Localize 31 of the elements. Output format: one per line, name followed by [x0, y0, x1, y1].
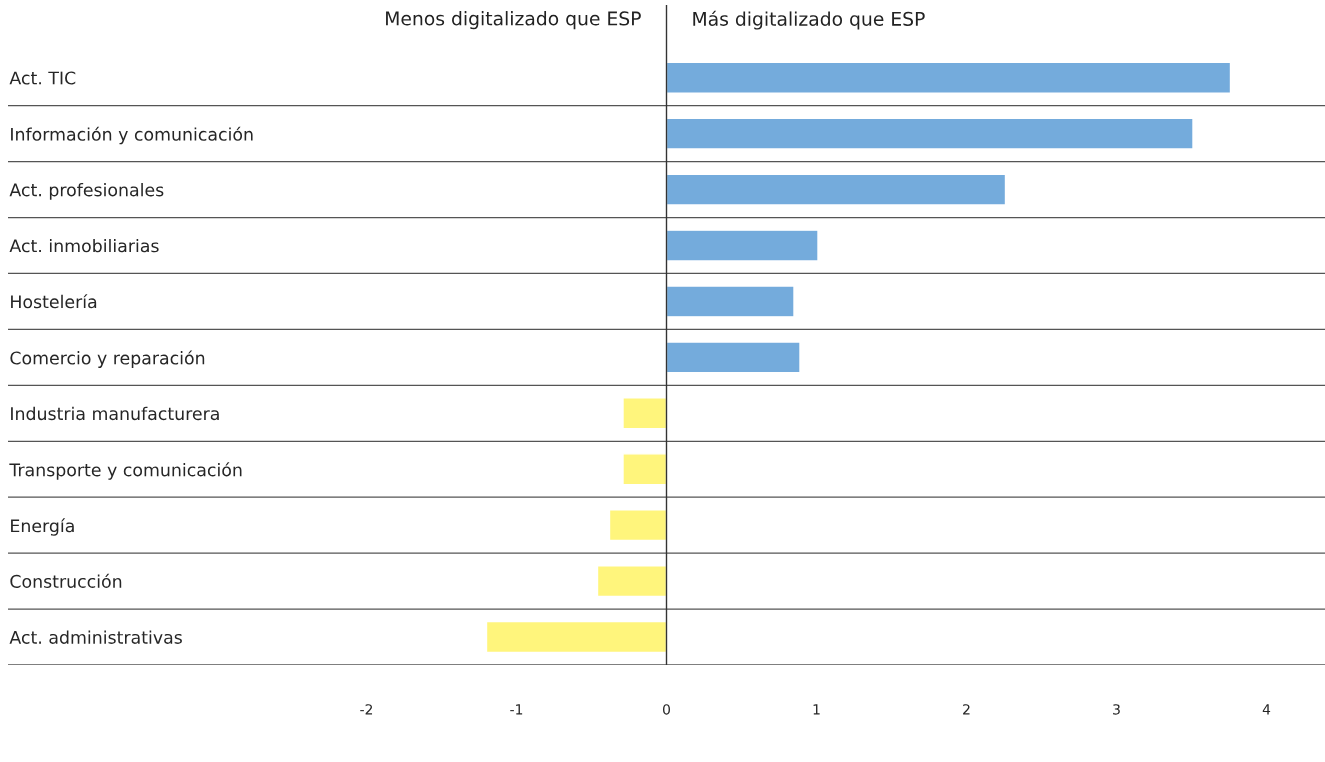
y-tick-label: Hostelería — [11, 294, 97, 309]
x-tick-label: -1 — [510, 704, 523, 715]
annotation: Menos digitalizado que ESP — [386, 11, 641, 30]
y-tick-label: Industria manufacturera — [11, 406, 219, 421]
x-tick-label: 2 — [963, 704, 970, 715]
y-tick-label: Información y comunicación — [11, 126, 253, 145]
bar — [665, 117, 1194, 150]
bar — [485, 620, 668, 654]
bar — [622, 453, 668, 486]
y-tick-label: Act. inmobiliarias — [9, 238, 159, 253]
y-tick-label: Act. administrativas — [9, 630, 182, 644]
bar — [665, 341, 801, 374]
x-tick-label: 0 — [663, 704, 670, 715]
bar — [596, 565, 668, 598]
x-tick-label: -2 — [360, 704, 373, 715]
x-tick-label: 3 — [1113, 704, 1120, 715]
y-tick-label: Construcción — [10, 573, 122, 588]
y-tick-label: Act. TIC — [9, 71, 76, 85]
x-tick-label: 1 — [813, 704, 820, 715]
y-tick-label: Energía — [11, 518, 74, 536]
y-tick-label: Act. profesionales — [9, 182, 164, 200]
bar — [665, 229, 819, 262]
bar — [622, 397, 668, 430]
y-tick-label: Transporte y comunicación — [9, 462, 242, 480]
annotation: Más digitalizado que ESP — [693, 10, 925, 30]
bar — [665, 61, 1232, 94]
bar — [665, 285, 795, 318]
bar — [665, 173, 1007, 206]
y-tick-label: Comercio y reparación — [10, 350, 205, 368]
bar — [608, 509, 668, 542]
x-tick-label: 4 — [1262, 704, 1271, 715]
